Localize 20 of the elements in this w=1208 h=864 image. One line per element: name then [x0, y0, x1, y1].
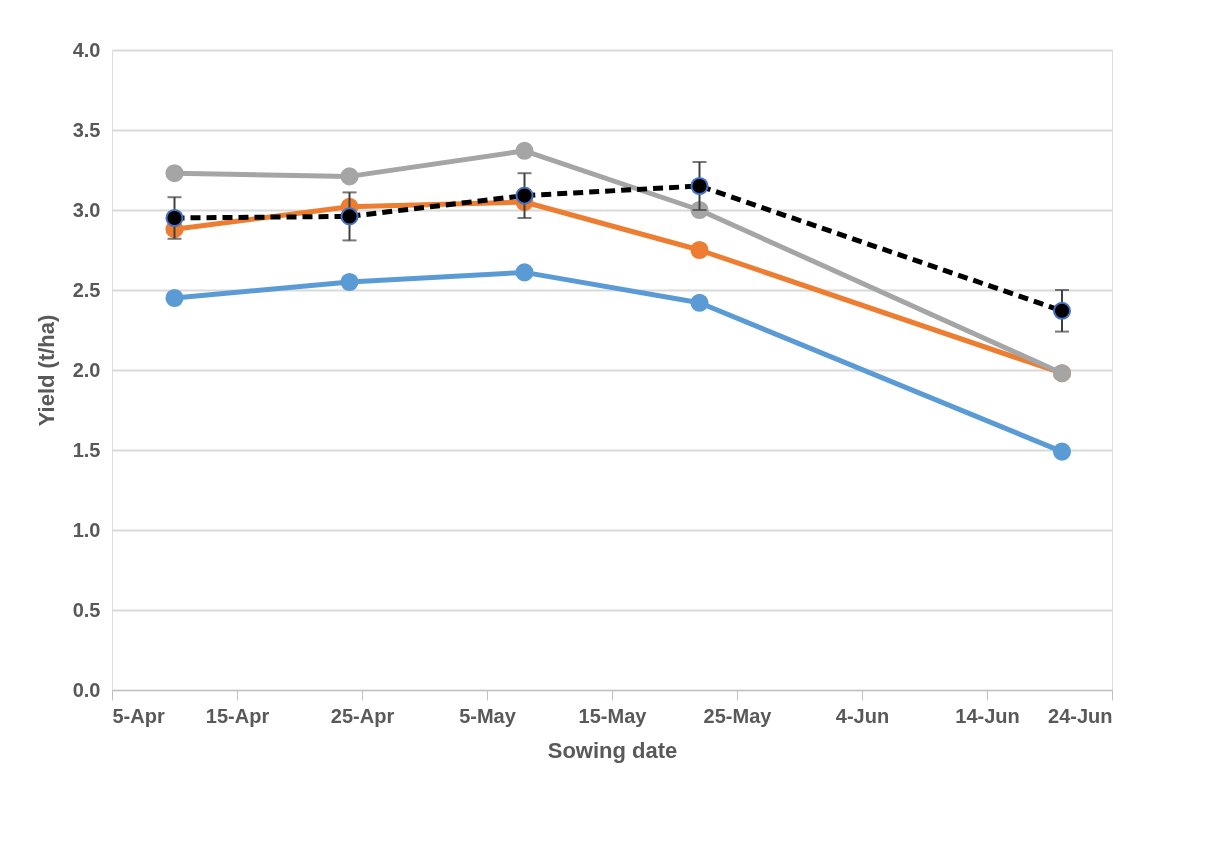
y-tick-label: 0.5 [72, 598, 101, 621]
x-tick-label: 5-Apr [112, 704, 165, 727]
y-axis-title: Yield (t/ha) [33, 314, 59, 427]
y-tick-label: 2.5 [72, 278, 101, 301]
y-tick-label: 0.0 [72, 678, 101, 701]
x-tick-label: 25-Apr [330, 704, 395, 727]
x-axis-title: Sowing date [547, 737, 678, 763]
y-tick-label: 2.0 [72, 358, 101, 381]
x-tick-label: 5-May [459, 704, 517, 727]
y-tick-label: 1.0 [72, 518, 101, 541]
x-tick-label: 24-Jun [1048, 704, 1113, 727]
y-tick-label: 4.0 [72, 38, 101, 61]
x-tick-label: 14-Jun [955, 704, 1020, 727]
x-tick-label: 15-May [578, 704, 648, 727]
y-tick-label: 3.5 [72, 118, 101, 141]
y-tick-label: 3.0 [72, 198, 101, 221]
x-tick-label: 25-May [703, 704, 773, 727]
y-tick-label: 1.5 [72, 438, 101, 461]
x-tick-label: 4-Jun [835, 704, 890, 727]
x-tick-label: 15-Apr [205, 704, 270, 727]
